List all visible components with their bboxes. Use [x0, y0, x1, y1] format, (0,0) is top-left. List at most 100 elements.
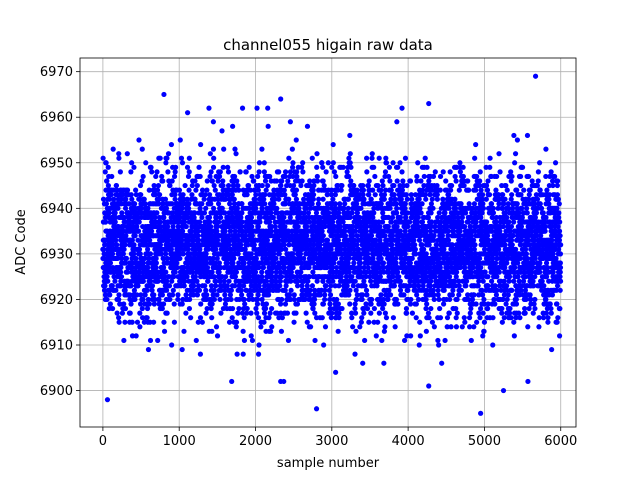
data-point [441, 169, 446, 174]
data-point [123, 233, 128, 238]
data-point [446, 229, 451, 234]
data-point [143, 160, 148, 165]
data-point [130, 238, 135, 243]
data-point [480, 192, 485, 197]
data-point [468, 224, 473, 229]
data-point [158, 156, 163, 161]
data-point [128, 283, 133, 288]
data-point [211, 156, 216, 161]
data-point [347, 301, 352, 306]
data-point [382, 197, 387, 202]
data-point [159, 251, 164, 256]
data-point [199, 201, 204, 206]
data-point [193, 274, 198, 279]
data-point [262, 160, 267, 165]
data-point [123, 306, 128, 311]
data-point [154, 169, 159, 174]
data-point [354, 201, 359, 206]
data-point [262, 192, 267, 197]
data-point [110, 251, 115, 256]
data-point [428, 306, 433, 311]
data-point [419, 201, 424, 206]
data-point [252, 242, 257, 247]
data-point [320, 279, 325, 284]
data-point [177, 256, 182, 261]
data-point [316, 197, 321, 202]
data-point [389, 188, 394, 193]
data-point [427, 315, 432, 320]
data-point [433, 169, 438, 174]
data-point [141, 279, 146, 284]
data-point [348, 178, 353, 183]
data-point [341, 219, 346, 224]
data-point [320, 315, 325, 320]
data-point [287, 292, 292, 297]
data-point [431, 174, 436, 179]
data-point [266, 292, 271, 297]
data-point [471, 238, 476, 243]
data-point [447, 311, 452, 316]
data-point [453, 174, 458, 179]
data-point [138, 183, 143, 188]
data-point [293, 192, 298, 197]
data-point [171, 288, 176, 293]
data-point [173, 270, 178, 275]
data-point [433, 274, 438, 279]
data-point [153, 265, 158, 270]
data-point [239, 210, 244, 215]
data-point [462, 224, 467, 229]
data-point [354, 288, 359, 293]
data-point [360, 183, 365, 188]
data-point [464, 279, 469, 284]
data-point [403, 215, 408, 220]
data-point [364, 169, 369, 174]
data-point [170, 178, 175, 183]
data-point [180, 347, 185, 352]
data-point [148, 338, 153, 343]
data-point [235, 183, 240, 188]
data-point [282, 192, 287, 197]
data-point [157, 192, 162, 197]
data-point [400, 178, 405, 183]
data-point [470, 265, 475, 270]
data-point [239, 201, 244, 206]
data-point [209, 169, 214, 174]
data-point [336, 238, 341, 243]
data-point [430, 197, 435, 202]
data-point [379, 201, 384, 206]
data-point [387, 165, 392, 170]
data-point [232, 174, 237, 179]
data-point [364, 229, 369, 234]
data-point [441, 247, 446, 252]
data-point [178, 137, 183, 142]
data-point [278, 301, 283, 306]
data-point [423, 229, 428, 234]
data-point [186, 188, 191, 193]
data-point [359, 320, 364, 325]
data-point [269, 270, 274, 275]
data-point [212, 288, 217, 293]
data-point [301, 256, 306, 261]
data-point [186, 206, 191, 211]
data-point [225, 165, 230, 170]
data-point [207, 215, 212, 220]
data-point [310, 201, 315, 206]
data-point [308, 324, 313, 329]
data-point [329, 315, 334, 320]
data-point [370, 188, 375, 193]
data-point [217, 174, 222, 179]
data-point [208, 151, 213, 156]
data-point [283, 169, 288, 174]
data-point [392, 283, 397, 288]
data-point [125, 151, 130, 156]
data-point [361, 192, 366, 197]
data-point [319, 160, 324, 165]
data-point [347, 288, 352, 293]
data-point [434, 183, 439, 188]
data-point [208, 201, 213, 206]
data-point [256, 342, 261, 347]
data-point [446, 206, 451, 211]
data-point [150, 283, 155, 288]
data-point [380, 306, 385, 311]
data-point [177, 188, 182, 193]
